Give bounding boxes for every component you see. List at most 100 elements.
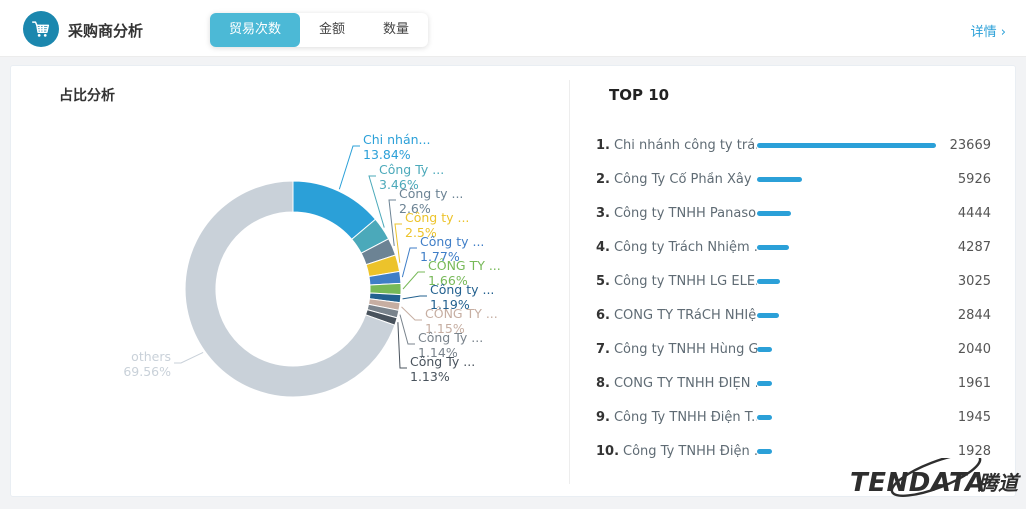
top10-bar[interactable]	[757, 142, 936, 148]
top10-company-name: 8. CÔNG TY TNHH ĐIỆN ...	[596, 375, 757, 391]
tab-trade-count[interactable]: 贸易次数	[210, 13, 301, 47]
top10-value: 5926	[957, 171, 991, 187]
tab-quantity[interactable]: 数量	[383, 22, 410, 37]
donut-label-name: Công ty ...	[399, 186, 464, 201]
top10-company-name: 1. Chi nhánh công ty trá...	[596, 137, 757, 153]
donut-label-percent: 13.84%	[363, 147, 411, 162]
top10-rank: 2.	[596, 171, 610, 187]
donut-label: CÔNG TY ... 1.66%	[428, 258, 501, 288]
logo-swoosh	[890, 458, 982, 497]
top10-company-name: 7. Công ty TNHH Hùng Gia	[596, 341, 757, 357]
top10-rank: 4.	[596, 239, 610, 255]
donut-label: others 69.56%	[101, 349, 171, 379]
donut-leader-line	[174, 351, 204, 364]
top10-bar-zone	[757, 278, 937, 284]
donut-label: Công Ty ... 1.14%	[418, 330, 483, 360]
top10-bar[interactable]	[757, 312, 779, 318]
top10-row-5: 5. Công ty TNHH LG ELE... 3025	[596, 264, 991, 298]
panel-divider	[569, 80, 570, 484]
top10-bar-zone	[757, 380, 937, 386]
detail-link[interactable]: 详情 ›	[970, 25, 1006, 40]
top10-company-name: 4. Công ty Trách Nhiệm ...	[596, 239, 757, 255]
top10-bar-zone	[757, 414, 937, 420]
shopping-cart-icon	[32, 21, 50, 37]
donut-label-percent: 69.56%	[123, 364, 171, 379]
donut-leader-line	[401, 247, 417, 278]
donut-leader-line	[402, 295, 427, 300]
donut-label: Công ty ... 2.5%	[405, 210, 469, 240]
share-analysis-title: 占比分析	[59, 88, 115, 104]
donut-label: Công Ty ... 1.13%	[410, 354, 475, 384]
top10-row-4: 4. Công ty Trách Nhiệm ... 4287	[596, 230, 991, 264]
donut-leader-line	[397, 322, 407, 369]
top10-row-9: 9. Công Ty TNHH Điện T... 1945	[596, 400, 991, 434]
donut-svg	[174, 145, 427, 398]
donut-label: Công ty ... 2.6%	[399, 186, 463, 216]
donut-label-percent: 1.77%	[420, 249, 460, 264]
top10-row-8: 8. CÔNG TY TNHH ĐIỆN ... 1961	[596, 366, 991, 400]
top10-value: 23669	[949, 137, 991, 153]
top10-rank: 5.	[596, 273, 610, 289]
top10-company-name: 10. Công Ty TNHH Điện ...	[596, 443, 757, 459]
donut-label: Công Ty ... 3.46%	[379, 162, 444, 192]
top10-row-10: 10. Công Ty TNHH Điện ... 1928	[596, 434, 991, 468]
donut-label-name: Chi nhán...	[363, 132, 431, 147]
donut-label: Công ty ... 1.77%	[420, 234, 484, 264]
top10-company-name: 3. Công ty TNHH Panaso...	[596, 205, 757, 221]
page-title: 采购商分析	[68, 22, 144, 40]
top10-bar[interactable]	[757, 414, 772, 420]
top10-value: 1945	[957, 409, 991, 425]
donut-leader-line	[394, 223, 402, 263]
donut-label: Công ty ... 1.19%	[430, 282, 494, 312]
donut-label-percent: 1.14%	[418, 345, 458, 360]
donut-label-name: others	[131, 349, 171, 364]
top10-value: 1928	[957, 443, 991, 459]
donut-label-name: CÔNG TY ...	[428, 258, 501, 273]
donut-slice-others[interactable]	[184, 180, 396, 398]
donut-label-name: Công Ty ...	[418, 330, 484, 345]
top10-row-7: 7. Công ty TNHH Hùng Gia 2040	[596, 332, 991, 366]
donut-leader-line	[368, 175, 385, 228]
top10-rank: 6.	[596, 307, 610, 323]
top10-bar[interactable]	[757, 346, 772, 352]
donut-label-name: Công Ty ...	[379, 162, 445, 177]
top10-bar[interactable]	[757, 244, 789, 250]
top10-rank: 7.	[596, 341, 610, 357]
top10-row-2: 2. Công Ty Cổ Phần Xây ... 5926	[596, 162, 991, 196]
top10-value: 3025	[957, 273, 991, 289]
top10-bar-zone	[757, 210, 937, 216]
tab-amount[interactable]: 金额	[319, 22, 346, 37]
top10-value: 1961	[957, 375, 991, 391]
top10-value: 2844	[957, 307, 991, 323]
top10-bar[interactable]	[757, 210, 791, 216]
top10-value: 2040	[957, 341, 991, 357]
top10-value: 4444	[957, 205, 991, 221]
top10-bar[interactable]	[757, 278, 780, 284]
top10-bar-zone	[757, 346, 937, 352]
donut-label: Chi nhán... 13.84%	[363, 132, 430, 162]
top10-row-3: 3. Công ty TNHH Panaso... 4444	[596, 196, 991, 230]
donut-label-percent: 2.6%	[399, 201, 431, 216]
top10-rank: 3.	[596, 205, 610, 221]
top10-bar[interactable]	[757, 176, 802, 182]
analysis-card: 占比分析 Chi nhán... 13.84% Công Ty ... 3.46% Cô…	[10, 65, 1016, 497]
donut-label-name: Công ty ...	[420, 234, 485, 249]
top10-rank: 1.	[596, 137, 610, 153]
donut-leader-line	[399, 314, 415, 345]
top10-row-1: 1. Chi nhánh công ty trá... 23669	[596, 128, 991, 162]
donut-label-percent: 1.15%	[425, 321, 465, 336]
top10-bar-zone	[757, 142, 937, 148]
donut-leader-line	[338, 145, 360, 190]
donut-leader-line	[388, 199, 396, 247]
top10-rank: 8.	[596, 375, 610, 391]
donut-label-percent: 1.66%	[428, 273, 468, 288]
top10-bar[interactable]	[757, 448, 772, 454]
top10-bar[interactable]	[757, 380, 772, 386]
top10-bar-zone	[757, 176, 937, 182]
donut-leader-line	[402, 271, 425, 290]
top10-bar-zone	[757, 448, 937, 454]
logo-suffix: 腾道	[977, 471, 1021, 495]
top10-rank: 10.	[596, 443, 620, 459]
top10-rank: 9.	[596, 409, 610, 425]
donut-leader-line	[401, 306, 422, 321]
